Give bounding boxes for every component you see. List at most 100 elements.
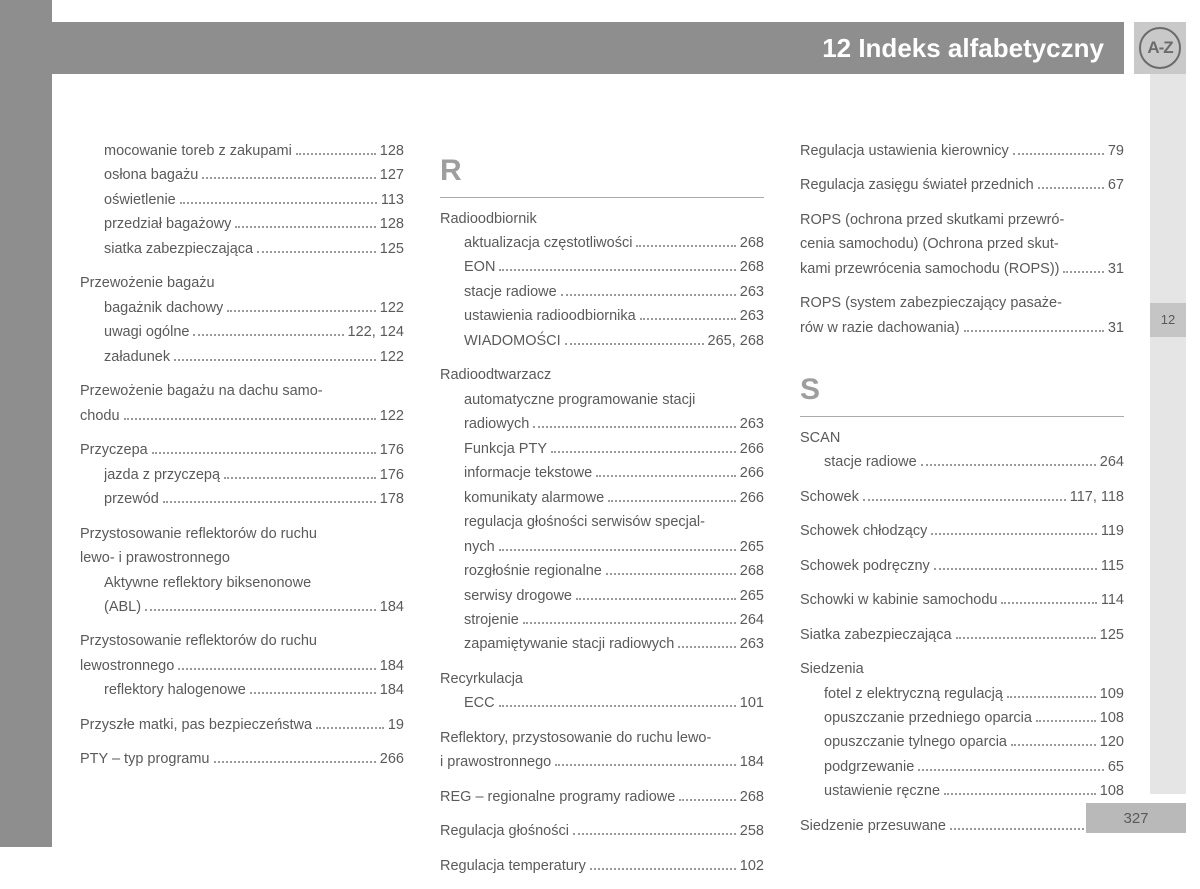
index-entry-dots xyxy=(533,426,736,428)
index-group: Regulacja ustawienia kierownicy79 xyxy=(800,140,1124,162)
index-entry: Schowek chłodzący119 xyxy=(800,520,1124,542)
index-entry-dots xyxy=(576,598,736,600)
index-entry-dots xyxy=(640,318,736,320)
index-entry-dots xyxy=(1007,696,1096,698)
index-entry: stacje radiowe264 xyxy=(800,451,1124,473)
index-entry-dots xyxy=(679,799,735,801)
index-entry-label: ustawienie ręczne xyxy=(824,780,940,802)
index-entry-label: Schowki w kabinie samochodu xyxy=(800,589,997,611)
index-entry-label: rozgłośnie regionalne xyxy=(464,560,602,582)
index-entry-dots xyxy=(944,793,1096,795)
index-group: PTY – typ programu266 xyxy=(80,748,404,770)
index-entry-dots xyxy=(863,499,1066,501)
index-entry-page: 117, 118 xyxy=(1070,486,1124,508)
index-entry: Schowek podręczny115 xyxy=(800,555,1124,577)
index-entry-label: nych xyxy=(464,536,495,558)
index-entry-label: przewód xyxy=(104,488,159,510)
az-badge-text: A-Z xyxy=(1147,38,1172,58)
az-badge: A-Z xyxy=(1134,22,1186,74)
index-entry-page: 268 xyxy=(740,786,764,808)
index-entry-page: 19 xyxy=(388,714,404,736)
index-entry-page: 114 xyxy=(1101,589,1124,611)
index-group: Siedzenie przesuwane120 xyxy=(800,815,1124,837)
index-entry-dots xyxy=(606,573,736,575)
az-badge-circle: A-Z xyxy=(1139,27,1181,69)
index-entry-dots xyxy=(608,500,736,502)
index-entry-label: opuszczanie przedniego oparcia xyxy=(824,707,1032,729)
index-entry-page: 264 xyxy=(740,609,764,631)
index-entry-dots xyxy=(561,294,736,296)
index-entry: Regulacja ustawienia kierownicy79 xyxy=(800,140,1124,162)
index-entry: kami przewrócenia samochodu (ROPS))31 xyxy=(800,258,1124,280)
index-entry: jazda z przyczepą176 xyxy=(80,464,404,486)
section-letter: S xyxy=(800,367,1124,414)
index-group: RecyrkulacjaECC101 xyxy=(440,668,764,715)
index-entry-wrap: Przewożenie bagażu na dachu samo- xyxy=(80,380,404,402)
index-entry-dots xyxy=(193,334,343,336)
index-entry-label: EON xyxy=(464,256,495,278)
index-column: mocowanie toreb z zakupami128osłona baga… xyxy=(80,140,404,889)
index-entry-dots xyxy=(950,828,1096,830)
index-entry-page: 184 xyxy=(380,596,404,618)
page-number: 327 xyxy=(1123,810,1148,827)
index-entry-label: serwisy drogowe xyxy=(464,585,572,607)
index-entry-page: 258 xyxy=(740,820,764,842)
index-entry-dots xyxy=(551,451,736,453)
index-group: SCANstacje radiowe264 xyxy=(800,427,1124,474)
index-entry-label: Przyszłe matki, pas bezpieczeństwa xyxy=(80,714,312,736)
index-entry-wrap: Reflektory, przystosowanie do ruchu lewo… xyxy=(440,727,764,749)
index-entry-page: 265 xyxy=(740,536,764,558)
index-group: Schowek117, 118 xyxy=(800,486,1124,508)
index-entry-label: jazda z przyczepą xyxy=(104,464,220,486)
index-entry-dots xyxy=(174,359,376,361)
index-entry-page: 125 xyxy=(380,238,404,260)
index-entry-label: rów w razie dachowania) xyxy=(800,317,960,339)
index-entry-dots xyxy=(921,464,1096,466)
index-entry-dots xyxy=(178,668,375,670)
index-entry: opuszczanie przedniego oparcia108 xyxy=(800,707,1124,729)
index-entry: rozgłośnie regionalne268 xyxy=(440,560,764,582)
index-group: REG – regionalne programy radiowe268 xyxy=(440,786,764,808)
index-entry-wrap: automatyczne programowanie stacji xyxy=(440,389,764,411)
index-entry-dots xyxy=(1063,271,1103,273)
index-entry: opuszczanie tylnego oparcia120 xyxy=(800,731,1124,753)
index-entry: przewód178 xyxy=(80,488,404,510)
index-entry-dots xyxy=(956,637,1096,639)
index-entry: ustawienie ręczne108 xyxy=(800,780,1124,802)
index-entry: uwagi ogólne122, 124 xyxy=(80,321,404,343)
index-entry-label: przedział bagażowy xyxy=(104,213,231,235)
index-entry: Regulacja głośności258 xyxy=(440,820,764,842)
index-entry-page: 266 xyxy=(740,438,764,460)
index-entry-dots xyxy=(596,475,736,477)
index-entry-page: 266 xyxy=(740,487,764,509)
index-entry-wrap: lewo- i prawostronnego xyxy=(80,547,404,569)
index-entry-page: 127 xyxy=(380,164,404,186)
index-entry-label: Funkcja PTY xyxy=(464,438,547,460)
index-entry: i prawostronnego184 xyxy=(440,751,764,773)
side-tabs: 12 xyxy=(1150,74,1186,794)
index-entry-page: 122 xyxy=(380,297,404,319)
index-entry: Schowek117, 118 xyxy=(800,486,1124,508)
index-entry-dots xyxy=(296,153,376,155)
index-entry: aktualizacja częstotliwości268 xyxy=(440,232,764,254)
index-entry-dots xyxy=(257,251,376,253)
index-entry-page: 268 xyxy=(740,232,764,254)
index-entry-dots xyxy=(934,568,1097,570)
index-group: Schowki w kabinie samochodu 114 xyxy=(800,589,1124,611)
index-entry-page: 266 xyxy=(740,462,764,484)
index-entry-label: radiowych xyxy=(464,413,529,435)
index-entry: Schowki w kabinie samochodu 114 xyxy=(800,589,1124,611)
index-entry-wrap: ROPS (ochrona przed skutkami przewró- xyxy=(800,209,1124,231)
index-entry: Przyczepa176 xyxy=(80,439,404,461)
index-group: Przyszłe matki, pas bezpieczeństwa 19 xyxy=(80,714,404,736)
index-entry-dots xyxy=(1036,720,1096,722)
index-entry-wrap: Przystosowanie reflektorów do ruchu xyxy=(80,630,404,652)
index-entry-wrap: regulacja głośności serwisów specjal- xyxy=(440,511,764,533)
side-tab-label: 12 xyxy=(1161,312,1175,327)
index-entry-dots xyxy=(1038,187,1104,189)
index-entry-dots xyxy=(1011,744,1096,746)
index-entry-page: 31 xyxy=(1108,317,1124,339)
index-entry-label: chodu xyxy=(80,405,120,427)
index-entry-label: opuszczanie tylnego oparcia xyxy=(824,731,1007,753)
index-entry-label: strojenie xyxy=(464,609,519,631)
